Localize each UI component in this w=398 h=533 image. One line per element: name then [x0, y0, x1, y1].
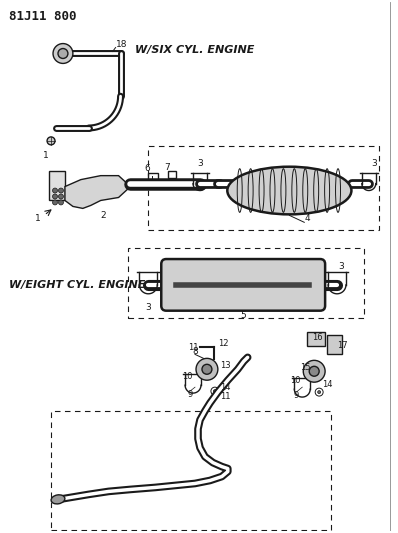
Text: 10: 10	[291, 376, 301, 385]
Circle shape	[303, 360, 325, 382]
Text: 8: 8	[192, 347, 198, 356]
Text: 18: 18	[115, 40, 127, 49]
Circle shape	[53, 188, 57, 193]
Circle shape	[196, 358, 218, 380]
Circle shape	[53, 44, 73, 63]
Text: 2: 2	[101, 211, 106, 220]
FancyBboxPatch shape	[161, 259, 325, 311]
Text: 17: 17	[337, 341, 348, 350]
Text: 1: 1	[43, 151, 49, 160]
Polygon shape	[65, 176, 131, 208]
Text: 10: 10	[182, 372, 193, 381]
Text: 7: 7	[164, 163, 170, 172]
Circle shape	[59, 200, 63, 205]
Bar	[127, 248, 364, 318]
Text: 6: 6	[144, 164, 150, 173]
Text: 9: 9	[187, 390, 192, 399]
Circle shape	[47, 137, 55, 145]
Text: 13: 13	[220, 361, 230, 370]
Bar	[148, 146, 379, 230]
FancyBboxPatch shape	[307, 332, 325, 346]
Text: 12: 12	[218, 339, 228, 348]
Ellipse shape	[227, 167, 351, 214]
Text: 14: 14	[322, 379, 333, 389]
Text: 81J11 800: 81J11 800	[9, 10, 77, 23]
Ellipse shape	[51, 495, 65, 504]
Circle shape	[213, 390, 217, 393]
Text: 5: 5	[240, 311, 246, 320]
Circle shape	[53, 200, 57, 205]
Text: 3: 3	[146, 303, 151, 312]
Text: W/EIGHT CYL. ENGINE: W/EIGHT CYL. ENGINE	[9, 280, 146, 290]
Text: 4: 4	[304, 214, 310, 223]
Text: 14: 14	[220, 383, 230, 392]
Circle shape	[59, 188, 63, 193]
FancyBboxPatch shape	[327, 335, 342, 354]
Text: 15: 15	[300, 363, 311, 372]
Circle shape	[53, 194, 57, 199]
Text: 11: 11	[220, 392, 230, 401]
Text: 11: 11	[188, 343, 199, 352]
Text: 1: 1	[35, 214, 41, 223]
Bar	[51, 411, 331, 530]
Text: 3: 3	[197, 159, 203, 168]
FancyBboxPatch shape	[49, 171, 65, 200]
Circle shape	[59, 194, 63, 199]
Circle shape	[318, 391, 321, 393]
Text: 3: 3	[371, 159, 377, 168]
Circle shape	[309, 366, 319, 376]
Text: W/SIX CYL. ENGINE: W/SIX CYL. ENGINE	[135, 45, 255, 54]
Text: 3: 3	[338, 262, 344, 271]
Text: 16: 16	[312, 333, 323, 342]
Circle shape	[202, 365, 212, 374]
Circle shape	[58, 49, 68, 59]
Text: 9: 9	[293, 391, 298, 400]
